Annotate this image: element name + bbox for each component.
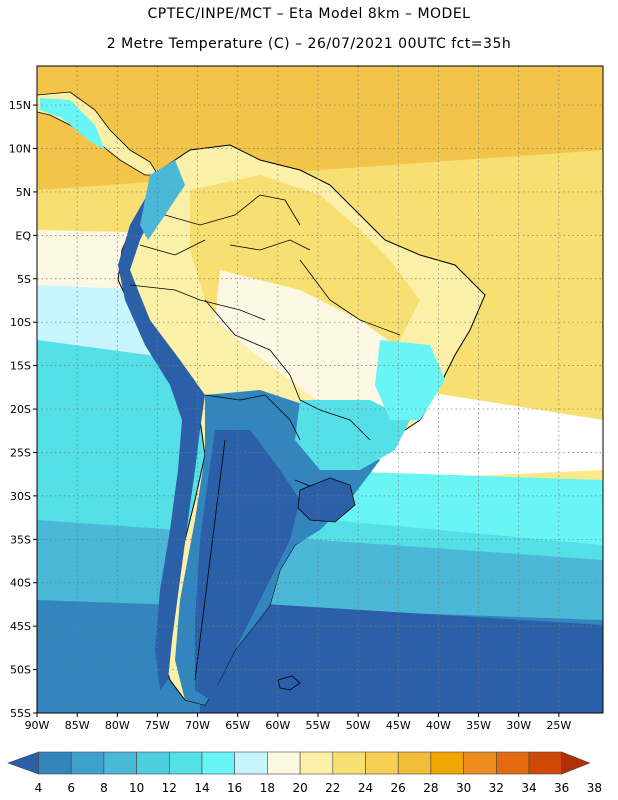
cerrado-light-region — [215, 270, 420, 420]
lon-label: 65W — [225, 719, 250, 732]
map-frame — [36, 65, 604, 714]
lon-label: 90W — [25, 719, 50, 732]
colorbar-label: 32 — [489, 781, 504, 795]
lon-label: 55W — [306, 719, 331, 732]
country-borders — [129, 194, 401, 681]
lat-label: 40S — [10, 577, 31, 590]
colorbar-arrow-high — [561, 751, 591, 775]
colorbar-label: 14 — [194, 781, 209, 795]
lat-label: 10S — [10, 316, 31, 329]
lon-label: 40W — [426, 719, 451, 732]
map-title: CPTEC/INPE/MCT – Eta Model 8km – MODEL — [147, 6, 471, 22]
lon-label: 25W — [546, 719, 571, 732]
ocean-band-cyan — [300, 470, 603, 545]
colorbar-label: 30 — [456, 781, 471, 795]
lon-label: 45W — [386, 719, 411, 732]
falkland-islands — [277, 675, 301, 691]
colorbar-label: 8 — [100, 781, 108, 795]
lon-label: 70W — [185, 719, 210, 732]
southeast-brazil-cool — [375, 340, 445, 420]
lat-label: 25S — [10, 446, 31, 459]
lon-label: 35W — [466, 719, 491, 732]
ocean-band-equator-pacific — [37, 230, 140, 300]
central-america-highlands — [40, 98, 105, 150]
lat-label: 5N — [16, 186, 31, 199]
lon-label: 50W — [346, 719, 371, 732]
lon-label: 60W — [265, 719, 290, 732]
colorbar-label: 22 — [325, 781, 340, 795]
lat-label: 5S — [17, 273, 31, 286]
lon-label: 80W — [105, 719, 130, 732]
lat-label: 55S — [10, 707, 31, 720]
lat-label: 35S — [10, 533, 31, 546]
colorbar-label: 6 — [67, 781, 75, 795]
colorbar-swatch — [332, 751, 366, 775]
colorbar-label: 4 — [35, 781, 43, 795]
ocean-band-deep-south — [200, 600, 603, 713]
lat-label: 20S — [10, 403, 31, 416]
colorbar-swatch — [169, 751, 203, 775]
colorbar-label: 16 — [227, 781, 242, 795]
andes-cold-ridge — [118, 190, 205, 690]
colorbar-arrow-low — [7, 751, 39, 775]
map-subtitle: 2 Metre Temperature (C) – 26/07/2021 00U… — [106, 36, 512, 52]
colorbar-label: 34 — [521, 781, 536, 795]
colorbar-swatch — [136, 751, 170, 775]
lat-label: 15N — [9, 99, 31, 112]
colorbar-swatch — [463, 751, 497, 775]
southern-coldest-region — [195, 430, 300, 700]
lat-label: 50S — [10, 664, 31, 677]
colorbar-swatch — [234, 751, 268, 775]
lat-label: 10N — [9, 143, 31, 156]
temperature-colorbar: 4 6 8 10 12 14 16 18 20 22 24 26 28 30 32 34 36 38 — [7, 751, 602, 795]
colorbar-swatch — [299, 751, 334, 775]
northern-andes — [140, 160, 185, 240]
colorbar-swatch — [495, 751, 530, 775]
colorbar-label: 20 — [292, 781, 307, 795]
colorbar-label: 36 — [554, 781, 569, 795]
colorbar-swatch — [267, 751, 301, 775]
colorbar-label: 18 — [260, 781, 275, 795]
colorbar-swatch — [430, 751, 464, 775]
colorbar-swatch — [38, 751, 72, 775]
lat-label: 30S — [10, 490, 31, 503]
colorbar-label: 24 — [358, 781, 373, 795]
colorbar-swatch — [528, 751, 563, 775]
map-field — [37, 66, 603, 713]
lat-label: EQ — [15, 229, 31, 242]
colorbar-swatch — [201, 751, 236, 775]
lon-label: 75W — [145, 719, 170, 732]
colorbar-label: 12 — [162, 781, 177, 795]
colorbar-label: 10 — [129, 781, 144, 795]
colorbar-swatch — [365, 751, 399, 775]
uruguay-outline — [297, 477, 356, 523]
lon-label: 85W — [65, 719, 90, 732]
lat-label: 15S — [10, 360, 31, 373]
colorbar-label: 28 — [423, 781, 438, 795]
colorbar-swatch — [397, 751, 432, 775]
colorbar-swatch — [70, 751, 105, 775]
lon-label: 30W — [506, 719, 531, 732]
colorbar-label: 26 — [391, 781, 406, 795]
map-axis-labels: 15N 10N 5N EQ 5S 10S 15S 20S 25S 30S 35S 40S 45S 50S 5… — [9, 99, 572, 732]
south-brazil-cool — [295, 400, 410, 470]
lat-label: 45S — [10, 620, 31, 633]
colorbar-label: 38 — [587, 781, 602, 795]
colorbar-swatch — [103, 751, 137, 775]
